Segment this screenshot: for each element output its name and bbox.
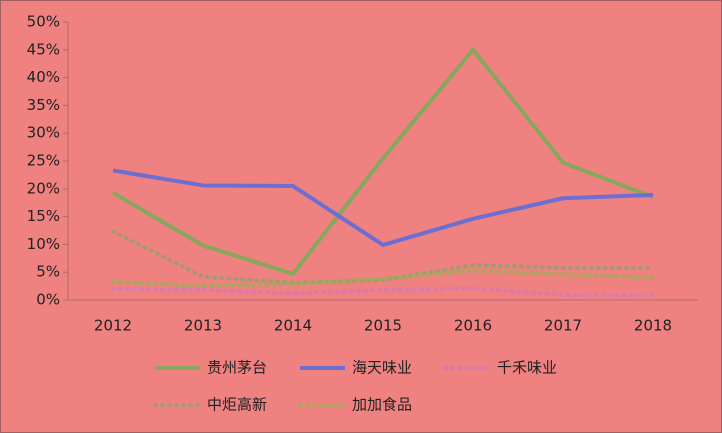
x-tick-label: 2016 (454, 317, 492, 335)
series-line (111, 268, 655, 289)
y-tick-label: 20% (27, 179, 60, 197)
series-line (112, 168, 654, 247)
legend-label: 中炬高新 (207, 396, 267, 414)
x-tick-label: 2013 (184, 317, 222, 335)
legend-label: 千禾味业 (497, 359, 557, 377)
y-tick-label: 25% (27, 152, 60, 170)
x-tick-label: 2017 (544, 317, 582, 335)
x-tick-label: 2018 (634, 317, 672, 335)
legend-label: 海天味业 (352, 359, 412, 377)
y-tick-label: 40% (27, 68, 60, 86)
x-tick-label: 2014 (274, 317, 312, 335)
y-tick-label: 10% (27, 235, 60, 253)
legend-label: 加加食品 (352, 396, 412, 414)
y-tick-label: 0% (36, 291, 60, 309)
y-tick-label: 45% (27, 40, 60, 58)
y-tick-label: 30% (27, 124, 60, 142)
y-tick-label: 15% (27, 207, 60, 225)
series-line (111, 229, 655, 285)
y-tick-label: 5% (36, 263, 60, 281)
x-tick-label: 2015 (364, 317, 402, 335)
y-tick-label: 50% (27, 13, 60, 31)
series-line (111, 286, 655, 297)
x-tick-label: 2012 (94, 317, 132, 335)
legend-label: 贵州茅台 (207, 359, 267, 377)
series-line (111, 47, 654, 276)
y-tick-label: 35% (27, 96, 60, 114)
